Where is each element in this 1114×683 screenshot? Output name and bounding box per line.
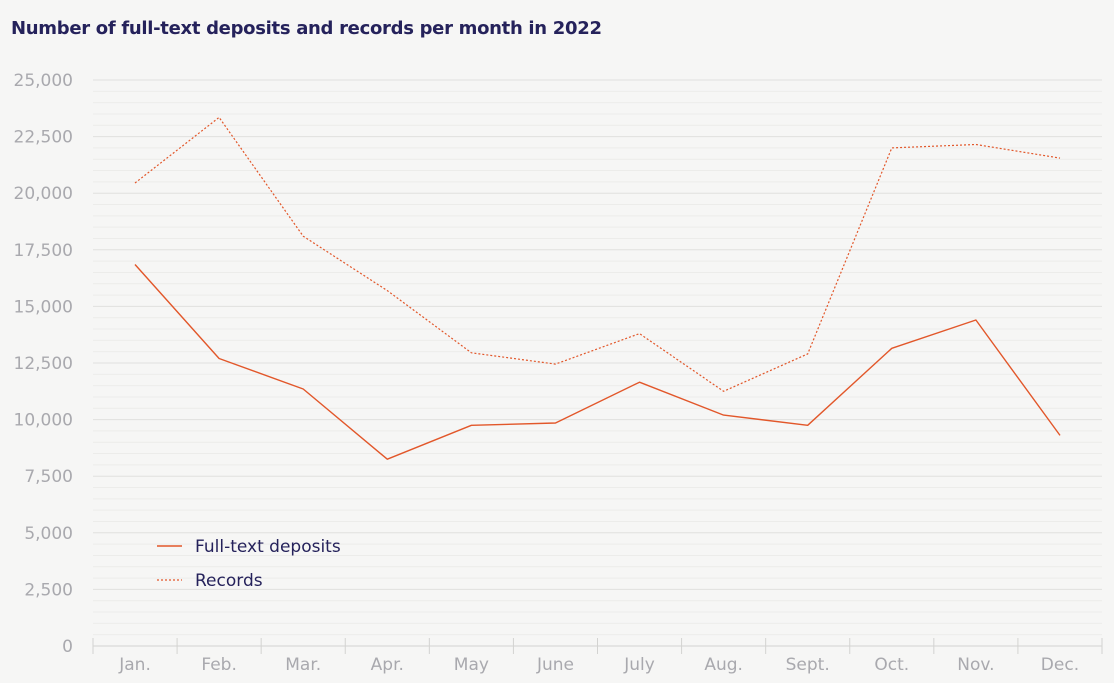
series-lines: [134, 116, 1061, 460]
grid-lines: [93, 79, 1102, 636]
y-tick-label: 0: [62, 637, 73, 657]
y-tick-label: 20,000: [14, 184, 73, 204]
chart-title: Number of full-text deposits and records…: [11, 18, 602, 39]
y-axis-tick-labels: 0 2,500 5,000 7,500 10,000 12,500 15,000 17,500…: [14, 71, 73, 657]
y-tick-label: 12,500: [14, 354, 73, 374]
x-tick-label: Nov.: [957, 655, 994, 675]
x-tick-label: Oct.: [874, 655, 909, 675]
x-tick-label: July: [623, 655, 655, 675]
y-tick-label: 7,500: [24, 467, 73, 487]
x-tick-label: Aug.: [704, 655, 743, 675]
y-tick-label: 10,000: [14, 411, 73, 431]
y-tick-label: 22,500: [14, 128, 73, 148]
x-tick-label: Dec.: [1041, 655, 1079, 675]
x-tick-label: May: [454, 655, 489, 675]
x-tick-label: June: [536, 655, 574, 675]
legend-label: Records: [195, 571, 263, 591]
y-tick-label: 5,000: [24, 524, 73, 544]
series-line-records: [134, 116, 1061, 392]
y-tick-label: 15,000: [14, 297, 73, 317]
x-tick-label: Apr.: [371, 655, 404, 675]
x-tick-label: Jan.: [118, 655, 151, 675]
y-tick-label: 25,000: [14, 71, 73, 91]
series-line-full-text-deposits: [134, 264, 1061, 460]
x-axis-tick-labels: Jan. Feb. Mar. Apr. May June July Aug. Sept. Oct.…: [118, 655, 1079, 675]
axes: [92, 638, 1103, 654]
y-tick-label: 2,500: [24, 580, 73, 600]
y-tick-label: 17,500: [14, 241, 73, 261]
x-tick-label: Mar.: [285, 655, 321, 675]
x-tick-label: Feb.: [201, 655, 237, 675]
legend-label: Full-text deposits: [195, 537, 341, 557]
x-tick-label: Sept.: [786, 655, 830, 675]
legend: Full-text deposits Records: [157, 537, 341, 591]
